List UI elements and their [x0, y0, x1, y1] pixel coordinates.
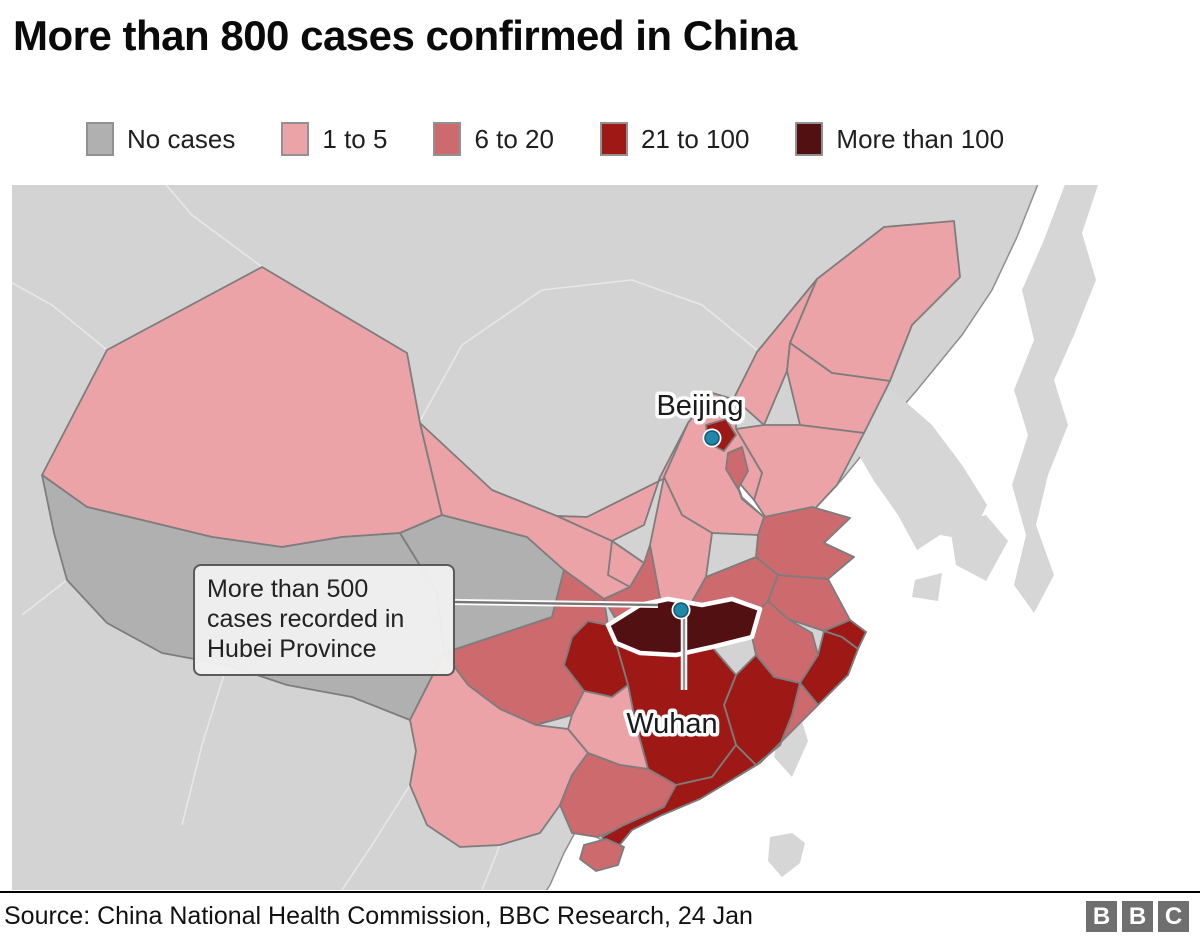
legend-item-6-to-20: 6 to 20 — [433, 122, 554, 156]
foreign-borders — [12, 185, 758, 890]
legend: No cases 1 to 5 6 to 20 21 to 100 More t… — [86, 122, 1004, 156]
bbc-logo: B B C — [1086, 901, 1200, 932]
page-title: More than 800 cases confirmed in China — [13, 12, 797, 59]
legend-label: 6 to 20 — [474, 123, 554, 154]
callout-leader-line — [454, 599, 659, 608]
legend-item-21-to-100: 21 to 100 — [599, 122, 750, 156]
japan-islands — [1012, 185, 1098, 613]
china-choropleth-map: Beijing Wuhan — [12, 185, 1188, 890]
province-zhejiang — [799, 630, 859, 706]
wuhan-marker — [671, 600, 691, 620]
province-guangdong — [601, 744, 757, 862]
beijing-label: Beijing — [656, 390, 743, 422]
source-text: Source: China National Health Commission… — [4, 902, 753, 930]
bbc-logo-letter: B — [1122, 901, 1153, 932]
footer: Source: China National Health Commission… — [0, 891, 1200, 932]
province-hainan — [579, 838, 625, 872]
legend-item-1-to-5: 1 to 5 — [281, 122, 387, 156]
small-island — [912, 573, 942, 601]
province-tianjin — [725, 446, 749, 490]
legend-swatch-no-cases — [86, 122, 114, 156]
bbc-logo-letter: C — [1158, 901, 1189, 932]
luzon-island — [768, 833, 805, 877]
kyushu-island — [950, 515, 1008, 581]
legend-swatch-21-to-100 — [599, 122, 628, 156]
wuhan-label: Wuhan — [626, 708, 717, 740]
beijing-marker — [702, 428, 722, 448]
bbc-logo-letter: B — [1086, 901, 1117, 932]
legend-swatch-more-than-100 — [795, 122, 824, 156]
legend-label: 21 to 100 — [640, 123, 750, 154]
legend-item-more-than-100: More than 100 — [795, 122, 1004, 156]
hubei-annotation-box: More than 500 cases recorded in Hubei Pr… — [193, 564, 455, 676]
legend-swatch-1-to-5 — [281, 122, 310, 156]
map-svg: Beijing Wuhan — [12, 185, 1188, 890]
korea-peninsula — [850, 390, 987, 550]
province-yunnan — [409, 652, 589, 848]
legend-item-no-cases: No cases — [86, 122, 235, 156]
legend-label: 1 to 5 — [322, 123, 388, 154]
legend-label: More than 100 — [836, 123, 1005, 154]
legend-swatch-6-to-20 — [433, 122, 462, 156]
legend-label: No cases — [127, 123, 236, 154]
